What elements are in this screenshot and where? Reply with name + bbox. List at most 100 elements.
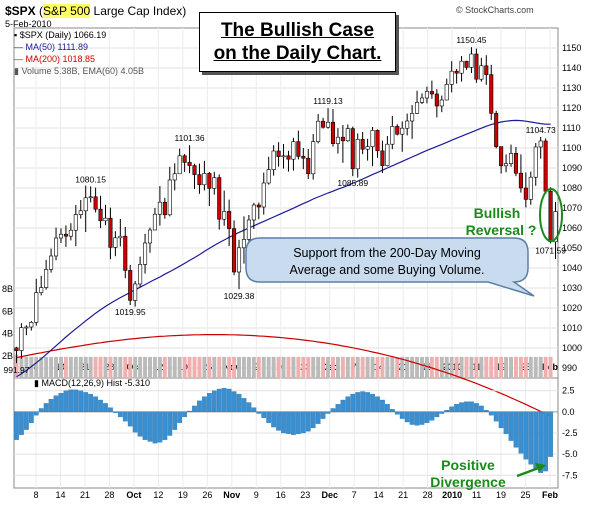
chart-header: $SPX (S&P 500 Large Cap Index)	[5, 4, 187, 18]
candle-body	[504, 163, 509, 167]
volume-bar	[449, 356, 454, 378]
candle-body	[29, 322, 34, 328]
candle-body	[479, 65, 484, 80]
macd-bar	[266, 411, 272, 423]
volume-bar	[375, 356, 380, 378]
macd-bar	[132, 411, 138, 433]
legend-price-text: $SPX (Daily) 1066.19	[19, 30, 107, 40]
volume-bar	[489, 356, 494, 378]
candle-body	[251, 204, 256, 221]
price-tick-label: 1030	[562, 283, 582, 293]
volume-bar	[93, 356, 98, 378]
candle-body	[543, 140, 548, 192]
macd-bar	[172, 411, 178, 430]
volume-bar	[370, 356, 375, 378]
candle-body	[202, 173, 207, 186]
index-name: S&P 500	[43, 4, 91, 18]
price-annotation-label: 1101.36	[175, 133, 205, 143]
macd-bar	[226, 388, 232, 412]
macd-bar	[241, 398, 247, 412]
bullish-text-2: Reversal ?	[466, 222, 537, 238]
macd-bar	[38, 408, 44, 412]
candle-body	[330, 121, 336, 144]
candle-body	[118, 235, 123, 239]
volume-bar	[400, 356, 405, 378]
macd-bar	[271, 411, 277, 428]
macd-bar	[503, 411, 509, 434]
macd-bar	[528, 411, 534, 465]
x-tick-label: 16	[276, 362, 286, 372]
candle-body	[147, 229, 153, 244]
macd-bar	[508, 411, 514, 441]
candle-body	[246, 219, 251, 240]
volume-bar	[464, 356, 469, 378]
volume-bar	[509, 356, 513, 378]
macd-bar	[513, 411, 519, 448]
volume-bar	[44, 356, 49, 378]
volume-bar	[266, 356, 271, 378]
price-tick-label: 1090	[562, 163, 582, 173]
volume-bar	[49, 356, 54, 378]
volume-bar	[365, 356, 370, 378]
price-tick-label: 1130	[562, 83, 581, 93]
x-tick-label-bottom: 19	[496, 490, 506, 500]
macd-bar	[48, 399, 54, 412]
title-line-1: The Bullish Case	[220, 20, 375, 41]
volume-bar	[548, 356, 553, 378]
macd-bar	[409, 411, 415, 425]
macd-bar	[375, 396, 380, 412]
volume-bar	[405, 356, 410, 378]
price-annotation-label: 1119.13	[313, 96, 343, 106]
candle-body	[187, 162, 192, 166]
macd-bar	[73, 389, 79, 412]
volume-bar	[474, 356, 479, 378]
price-annotation-label: 1150.45	[456, 35, 486, 45]
macd-bar	[295, 411, 301, 434]
macd-bar	[518, 411, 524, 454]
candle-body	[499, 146, 504, 167]
macd-bar	[300, 411, 306, 434]
volume-bar	[291, 356, 296, 378]
macd-bar	[53, 395, 59, 412]
candle-body	[419, 97, 425, 103]
candle-body	[508, 153, 514, 164]
candle-body	[494, 113, 499, 147]
volume-bar	[256, 356, 261, 378]
volume-bar	[197, 356, 202, 378]
price-tick-label: 1110	[562, 123, 581, 133]
candle-body	[162, 201, 167, 216]
macd-bar	[523, 411, 529, 460]
candle-body	[474, 53, 479, 80]
macd-bar	[231, 391, 237, 412]
candle-body	[424, 91, 429, 99]
macd-bar	[108, 407, 113, 412]
macd-bar	[167, 411, 173, 436]
volume-bar	[118, 356, 123, 378]
x-tick-label-bottom: 9	[254, 490, 259, 500]
volume-tick-label: 4B	[2, 329, 13, 339]
price-annotation-label: 1104.73	[526, 125, 556, 135]
symbol: $SPX	[5, 4, 36, 18]
macd-bar	[33, 411, 39, 416]
volume-bar	[415, 356, 420, 378]
macd-bar	[533, 411, 539, 470]
volume-bar	[360, 356, 365, 378]
volume-bar	[454, 356, 459, 378]
price-tick-label: 1040	[562, 263, 582, 273]
legend-volume: ▮ Volume 5.38B, EMA(60) 4.05B	[14, 66, 145, 76]
volume-bar	[73, 356, 78, 378]
candle-body	[449, 70, 454, 85]
candle-body	[73, 214, 78, 231]
volume-bar	[138, 356, 143, 378]
candle-body	[326, 121, 331, 128]
macd-bar	[548, 411, 553, 457]
candle-body	[400, 127, 405, 135]
candle-body	[296, 141, 301, 157]
candle-body	[177, 155, 182, 175]
price-annotation-label: 1071.59	[535, 245, 566, 255]
macd-bar	[320, 411, 326, 419]
price-tick-label: 1100	[562, 143, 581, 153]
volume-bar	[24, 356, 29, 378]
macd-bar	[355, 392, 361, 412]
price-tick-label: 1000	[562, 343, 582, 353]
